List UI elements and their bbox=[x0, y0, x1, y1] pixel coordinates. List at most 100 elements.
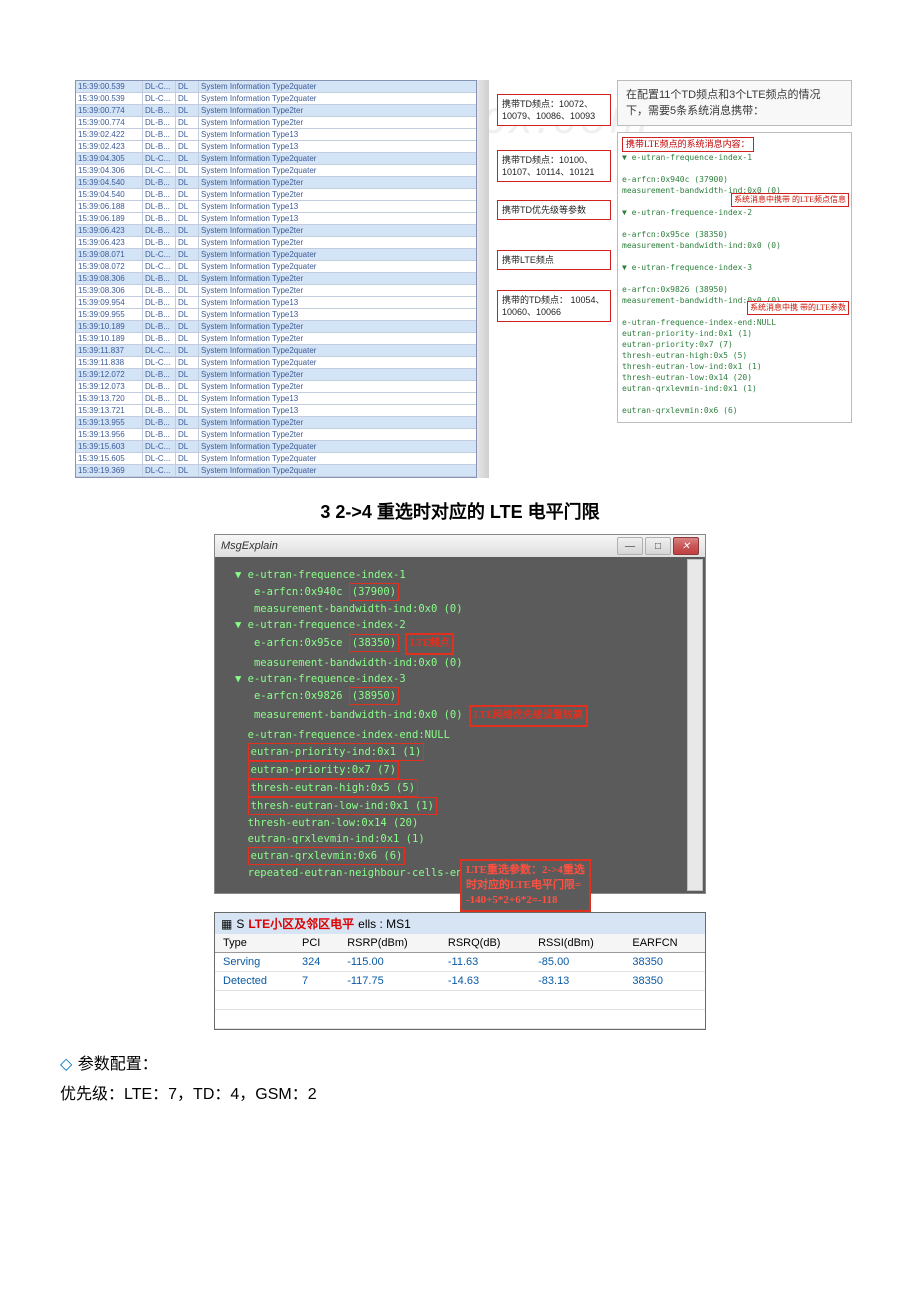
log-row[interactable]: 15:39:13.721DL-B...DLSystem Information … bbox=[76, 405, 476, 417]
log-row[interactable]: 15:39:13.720DL-B...DLSystem Information … bbox=[76, 393, 476, 405]
log-row[interactable]: 15:39:13.955DL-B...DLSystem Information … bbox=[76, 417, 476, 429]
log-row[interactable]: 15:39:09.955DL-B...DLSystem Information … bbox=[76, 309, 476, 321]
title-prefix: S bbox=[236, 917, 244, 931]
msgexplain-window: MsgExplain — □ ✕ ▼ e-utran-frequence-ind… bbox=[214, 534, 706, 894]
log-row[interactable]: 15:39:00.539DL-C...DLSystem Information … bbox=[76, 93, 476, 105]
log-row[interactable]: 15:39:10.189DL-B...DLSystem Information … bbox=[76, 333, 476, 345]
window-titlebar: MsgExplain — □ ✕ bbox=[215, 535, 705, 557]
log-row[interactable]: 15:39:00.539DL-C...DLSystem Information … bbox=[76, 81, 476, 93]
msg-line: ▼ e-utran-frequence-index-1 bbox=[235, 567, 693, 583]
tree-box: 携带LTE频点的系统消息内容： ▼ e-utran-frequence-inde… bbox=[617, 132, 852, 423]
table-cell: Serving bbox=[215, 953, 294, 972]
msg-line: e-utran-frequence-index-end:NULL bbox=[235, 727, 693, 743]
callout-box: 携带的TD频点： 10054、10060、10066 bbox=[497, 290, 611, 322]
log-row[interactable]: 15:39:04.540DL-B...DLSystem Information … bbox=[76, 189, 476, 201]
lte-reselect-box: LTE重选参数：2->4重选时对应的LTE电平门限=-140+5*2+6*2=-… bbox=[460, 859, 591, 912]
msg-line: e-arfcn:0x95ce (38350) LTE频点 bbox=[235, 633, 693, 655]
inner-scrollbar[interactable] bbox=[687, 559, 703, 891]
table-row[interactable]: Serving324-115.00-11.63-85.0038350 bbox=[215, 953, 705, 972]
log-panel: 15:39:00.539DL-C...DLSystem Information … bbox=[75, 80, 477, 478]
section-heading: 3 2->4 重选时对应的 LTE 电平门限 bbox=[30, 498, 890, 524]
table-cell: -85.00 bbox=[530, 953, 624, 972]
top-compound: 15:39:00.539DL-C...DLSystem Information … bbox=[75, 80, 845, 478]
table-header: PCI bbox=[294, 934, 339, 953]
bottom-text: ◇ 参数配置： 优先级：LTE：7，TD：4，GSM：2 bbox=[60, 1050, 860, 1110]
tree-title: 携带LTE频点的系统消息内容： bbox=[622, 137, 754, 152]
log-row[interactable]: 15:39:06.189DL-B...DLSystem Information … bbox=[76, 213, 476, 225]
log-row[interactable]: 15:39:19.369DL-C...DLSystem Information … bbox=[76, 465, 476, 477]
table-cell: 324 bbox=[294, 953, 339, 972]
log-row[interactable]: 15:39:12.073DL-B...DLSystem Information … bbox=[76, 381, 476, 393]
log-row[interactable]: 15:39:08.071DL-C...DLSystem Information … bbox=[76, 249, 476, 261]
log-row[interactable]: 15:39:15.605DL-C...DLSystem Information … bbox=[76, 453, 476, 465]
priority-line: 优先级：LTE：7，TD：4，GSM：2 bbox=[60, 1080, 860, 1110]
tree-line bbox=[622, 273, 847, 284]
log-row[interactable]: 15:39:06.188DL-B...DLSystem Information … bbox=[76, 201, 476, 213]
log-row[interactable]: 15:39:12.072DL-B...DLSystem Information … bbox=[76, 369, 476, 381]
table-cell: 7 bbox=[294, 972, 339, 991]
tree-line bbox=[622, 394, 847, 405]
title-red: LTE小区及邻区电平 bbox=[248, 915, 354, 932]
tree-line bbox=[622, 251, 847, 262]
tree-line: ▼ e-utran-frequence-index-3 bbox=[622, 262, 847, 273]
cell-table-title: ▦ S LTE小区及邻区电平 ells : MS1 bbox=[215, 913, 705, 934]
log-row[interactable]: 15:39:15.603DL-C...DLSystem Information … bbox=[76, 441, 476, 453]
log-row[interactable]: 15:39:10.189DL-B...DLSystem Information … bbox=[76, 321, 476, 333]
title-suffix: ells : MS1 bbox=[358, 917, 411, 931]
table-icon: ▦ bbox=[221, 917, 232, 931]
tree-callout-1: 系统消息中携带 的LTE频点信息 bbox=[731, 193, 849, 207]
msg-line: measurement-bandwidth-ind:0x0 (0) LTE网络优… bbox=[235, 705, 693, 727]
table-header: EARFCN bbox=[624, 934, 705, 953]
log-row[interactable]: 15:39:09.954DL-B...DLSystem Information … bbox=[76, 297, 476, 309]
table-cell: -117.75 bbox=[339, 972, 440, 991]
info-line1: 在配置11个TD频点和3个LTE频点的情况 bbox=[626, 87, 843, 103]
scrollbar[interactable] bbox=[477, 80, 489, 478]
table-header: Type bbox=[215, 934, 294, 953]
log-row[interactable]: 15:39:00.774DL-B...DLSystem Information … bbox=[76, 117, 476, 129]
tree-line: eutran-priority:0x7 (7) bbox=[622, 339, 847, 350]
msg-line: measurement-bandwidth-ind:0x0 (0) bbox=[235, 655, 693, 671]
maximize-button[interactable]: □ bbox=[645, 537, 671, 555]
tree-line: e-arfcn:0x95ce (38350) bbox=[622, 229, 847, 240]
log-row[interactable]: 15:39:02.422DL-B...DLSystem Information … bbox=[76, 129, 476, 141]
log-row[interactable]: 15:39:11.838DL-C...DLSystem Information … bbox=[76, 357, 476, 369]
tree-line: thresh-eutran-low:0x14 (20) bbox=[622, 372, 847, 383]
log-row[interactable]: 15:39:08.306DL-B...DLSystem Information … bbox=[76, 285, 476, 297]
table-cell: 38350 bbox=[624, 953, 705, 972]
callout-box: 携带LTE频点 bbox=[497, 250, 611, 270]
log-row[interactable]: 15:39:00.774DL-B...DLSystem Information … bbox=[76, 105, 476, 117]
table-cell: -83.13 bbox=[530, 972, 624, 991]
msg-body: ▼ e-utran-frequence-index-1 e-arfcn:0x94… bbox=[215, 557, 705, 893]
log-row[interactable]: 15:39:11.837DL-C...DLSystem Information … bbox=[76, 345, 476, 357]
minimize-button[interactable]: — bbox=[617, 537, 643, 555]
log-row[interactable]: 15:39:13.956DL-B...DLSystem Information … bbox=[76, 429, 476, 441]
log-row[interactable]: 15:39:02.423DL-B...DLSystem Information … bbox=[76, 141, 476, 153]
log-row[interactable]: 15:39:08.306DL-B...DLSystem Information … bbox=[76, 273, 476, 285]
table-cell: -11.63 bbox=[440, 953, 530, 972]
callout-box: 携带TD频点：10100、 10107、10114、10121 bbox=[497, 150, 611, 182]
tree-line: measurement-bandwidth-ind:0x0 (0) bbox=[622, 240, 847, 251]
table-cell: -14.63 bbox=[440, 972, 530, 991]
table-row[interactable]: Detected7-117.75-14.63-83.1338350 bbox=[215, 972, 705, 991]
log-row[interactable]: 15:39:04.306DL-C...DLSystem Information … bbox=[76, 165, 476, 177]
tree-line: ▼ e-utran-frequence-index-1 bbox=[622, 152, 847, 163]
msg-line: e-arfcn:0x9826 (38950) bbox=[235, 687, 693, 705]
log-row[interactable]: 15:39:04.540DL-B...DLSystem Information … bbox=[76, 177, 476, 189]
msg-line: eutran-priority-ind:0x1 (1) bbox=[235, 743, 693, 761]
table-header: RSSI(dBm) bbox=[530, 934, 624, 953]
tree-line bbox=[622, 163, 847, 174]
log-row[interactable]: 15:39:04.305DL-C...DLSystem Information … bbox=[76, 153, 476, 165]
tree-line: eutran-qrxlevmin:0x6 (6) bbox=[622, 405, 847, 416]
log-row[interactable]: 15:39:06.423DL-B...DLSystem Information … bbox=[76, 237, 476, 249]
tree-callout-2: 系统消息中携 带的LTE参数 bbox=[747, 301, 849, 315]
log-row[interactable]: 15:39:06.423DL-B...DLSystem Information … bbox=[76, 225, 476, 237]
table-cell: Detected bbox=[215, 972, 294, 991]
cell-table-wrap: ▦ SLTE小区及邻区电平ells : MS1 TypePCIRSRP(dBm)… bbox=[214, 912, 706, 1030]
tree-line bbox=[622, 218, 847, 229]
table-cell: 38350 bbox=[624, 972, 705, 991]
close-button[interactable]: ✕ bbox=[673, 537, 699, 555]
log-row[interactable]: 15:39:08.072DL-C...DLSystem Information … bbox=[76, 261, 476, 273]
info-line2: 下，需要5条系统消息携带： bbox=[626, 103, 843, 119]
msg-line: thresh-eutran-high:0x5 (5) bbox=[235, 779, 693, 797]
msg-line: thresh-eutran-low-ind:0x1 (1) bbox=[235, 797, 693, 815]
